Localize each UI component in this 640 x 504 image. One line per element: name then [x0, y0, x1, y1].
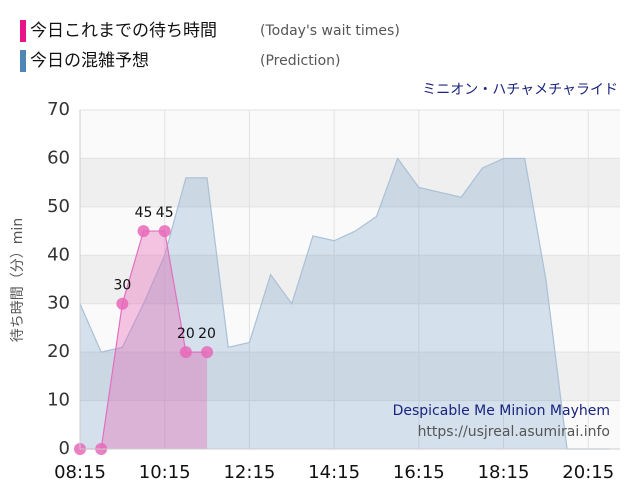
legend-note: (Prediction)	[260, 53, 340, 69]
data-point	[201, 346, 214, 359]
data-point	[116, 297, 129, 310]
y-tick-label: 0	[59, 438, 70, 459]
data-label: 20	[198, 326, 216, 342]
x-tick-label: 12:15	[223, 462, 275, 483]
y-tick-label: 10	[47, 390, 70, 411]
area-fill	[80, 158, 610, 449]
y-tick-label: 50	[47, 196, 70, 217]
y-tick-label: 30	[47, 293, 70, 314]
data-label: 30	[113, 278, 131, 294]
chart-title: ミニオン・ハチャメチャライド	[422, 82, 618, 98]
data-point	[179, 346, 192, 359]
x-tick-label: 10:15	[139, 462, 191, 483]
y-tick-label: 40	[47, 244, 70, 265]
data-point	[158, 225, 171, 238]
grid-band	[80, 352, 620, 401]
y-tick-label: 20	[47, 341, 70, 362]
legend-swatch	[20, 20, 26, 42]
x-tick-label: 16:15	[393, 462, 445, 483]
annotation: Despicable Me Minion Mayhem	[393, 403, 610, 419]
data-label: 45	[135, 205, 153, 221]
legend-label: 今日の混雑予想	[30, 51, 149, 71]
annotation: https://usjreal.asumirai.info	[418, 424, 610, 440]
legend-note: (Today's wait times)	[260, 23, 400, 39]
x-tick-label: 08:15	[54, 462, 106, 483]
data-label: 20	[177, 326, 195, 342]
legend-label: 今日これまでの待ち時間	[30, 21, 217, 41]
legend-swatch	[20, 50, 26, 72]
y-tick-label: 60	[47, 147, 70, 168]
area-line	[79, 157, 610, 450]
y-tick-label: 70	[47, 99, 70, 120]
x-tick-label: 20:15	[562, 462, 614, 483]
grid-band	[80, 158, 620, 207]
x-tick-label: 14:15	[308, 462, 360, 483]
data-label: 45	[156, 205, 174, 221]
y-axis-label: 待ち時間（分）min	[10, 218, 26, 342]
area-fill	[80, 231, 208, 449]
x-tick-label: 18:15	[478, 462, 530, 483]
data-point	[137, 225, 150, 238]
